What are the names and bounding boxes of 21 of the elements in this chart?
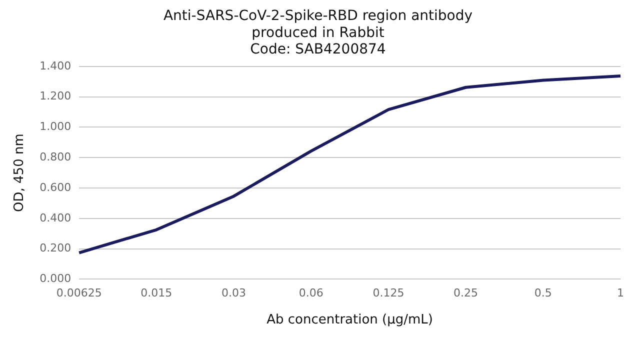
y-axis-title: OD, 450 nm: [12, 134, 28, 212]
y-tick-label: 1.200: [40, 90, 72, 103]
y-tick-label: 0.600: [40, 180, 72, 194]
text: Code: SAB4200874: [250, 42, 386, 58]
x-tick-label: 0.5: [534, 286, 552, 300]
x-tick-label: 0.03: [222, 286, 246, 300]
y-tick-label: 0.200: [40, 242, 72, 255]
x-tick-label: 0.00625: [56, 286, 102, 300]
y-tick-label: 0.800: [40, 150, 72, 164]
x-tick-label: 1: [617, 286, 624, 300]
y-tick-label: 1.000: [40, 120, 72, 134]
text: produced in Rabbit: [252, 24, 384, 41]
y-tick-label: 0.400: [40, 211, 72, 224]
x-tick-label: 0.06: [298, 286, 324, 300]
x-axis-title: Ab concentration (µg/mL): [266, 312, 433, 328]
x-tick-label: 0.25: [454, 286, 478, 300]
y-tick-label: 1.400: [40, 59, 72, 72]
x-tick-label: 0.015: [140, 286, 172, 300]
x-tick-label: 0.125: [372, 286, 404, 300]
text: Anti-SARS-CoV-2-Spike-RBD region antibody: [163, 8, 473, 24]
y-tick-label: 0.000: [40, 272, 72, 286]
